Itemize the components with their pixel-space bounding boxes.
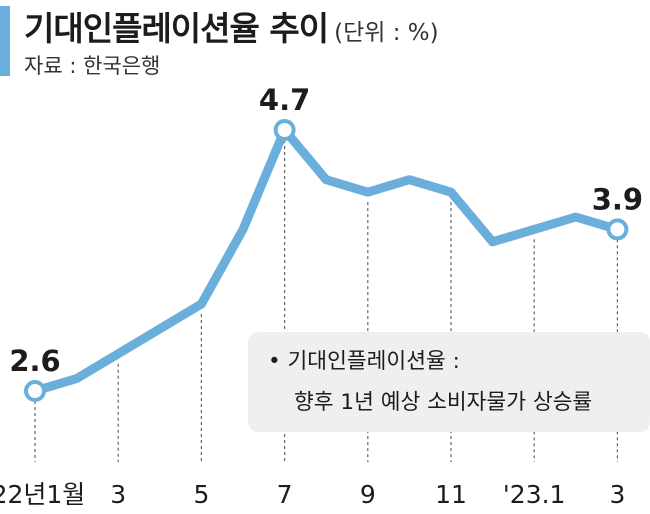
data-point-marker xyxy=(24,380,46,402)
x-tick-label: 7 xyxy=(277,480,293,509)
markers-group xyxy=(24,119,629,402)
data-point-marker xyxy=(606,218,629,241)
data-label: 4.7 xyxy=(259,83,310,117)
x-tick-label: 3 xyxy=(110,480,126,509)
x-tick-label: 3 xyxy=(609,480,625,509)
note-line-2: 향후 1년 예상 소비자물가 상승률 xyxy=(294,390,593,415)
x-tick-label: '22년1월 xyxy=(0,480,85,509)
series-line xyxy=(30,125,622,396)
x-tick-label: 11 xyxy=(435,480,467,509)
data-label: 3.9 xyxy=(592,182,643,216)
series-group xyxy=(30,125,622,396)
x-tick-label: 5 xyxy=(193,480,209,509)
data-label: 2.6 xyxy=(9,344,60,378)
x-tick-label: 9 xyxy=(360,480,376,509)
x-tick-label: '23.1 xyxy=(503,480,566,509)
definition-note: • 기대인플레이션율 : 향후 1년 예상 소비자물가 상승률 xyxy=(248,332,650,432)
title-accent-bar xyxy=(0,6,10,76)
data-point-marker xyxy=(273,119,296,141)
chart-title: 기대인플레이션율 추이 xyxy=(24,9,329,48)
unit-label: (단위 : %) xyxy=(334,20,439,46)
source-label: 자료 : 한국은행 xyxy=(24,54,161,78)
chart-title-block: 기대인플레이션율 추이 (단위 : %) xyxy=(24,2,439,50)
data-labels-group: 2.6 4.7 3.9 xyxy=(9,83,643,378)
note-line-1: • 기대인플레이션율 : xyxy=(268,349,460,374)
x-tick-labels: '22년1월 3 5 7 9 11 '23.1 3 xyxy=(0,480,625,509)
